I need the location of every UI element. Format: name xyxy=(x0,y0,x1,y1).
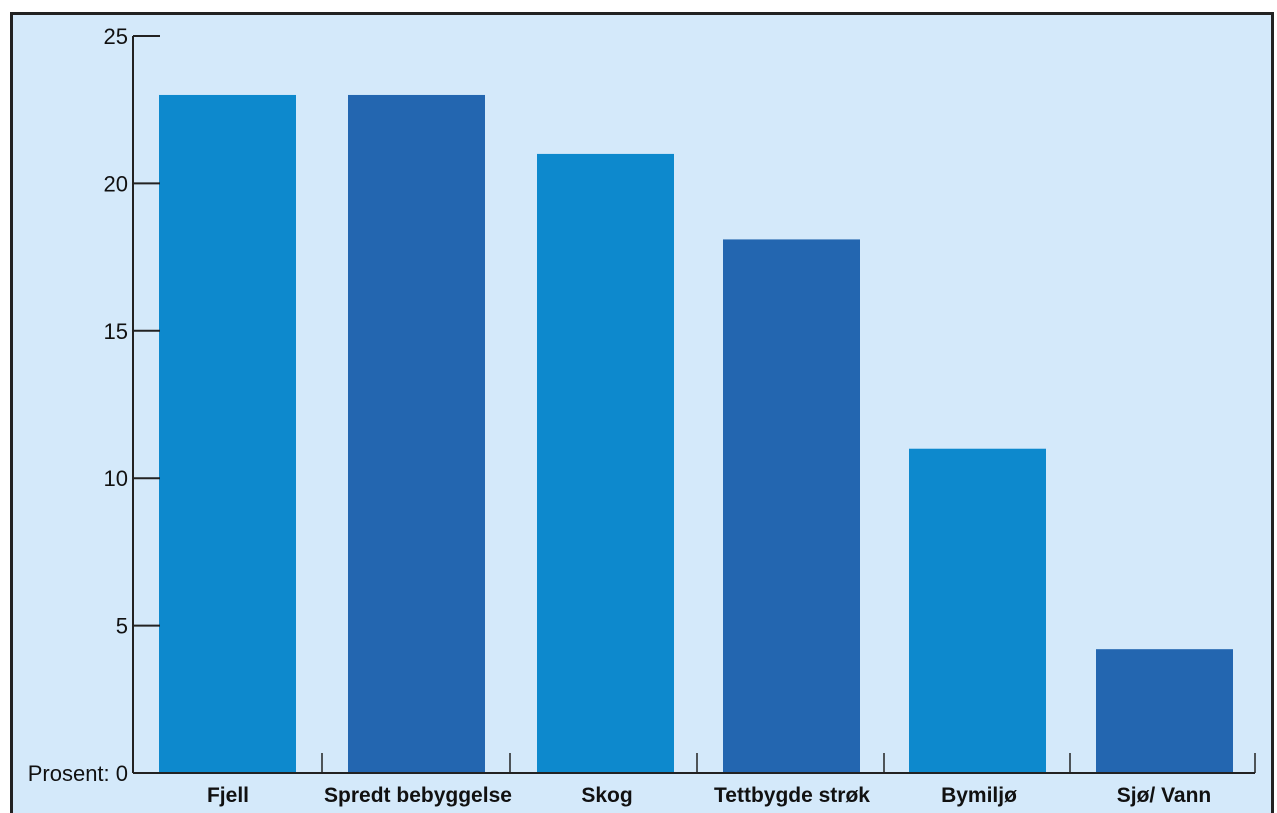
bar-bymilj- xyxy=(909,448,1046,773)
y-tick-label-0: Prosent: 0 xyxy=(28,761,128,786)
x-tick-label-sj-vann: Sjø/ Vann xyxy=(1117,784,1212,807)
y-tick-label-25: 25 xyxy=(104,24,128,49)
bar-spredt-bebyggelse xyxy=(348,94,485,773)
bar-tettbygde-str-k xyxy=(723,239,860,774)
bar-fjell xyxy=(159,94,296,773)
x-tick-label-tettbygde-str-k: Tettbygde strøk xyxy=(714,784,870,807)
x-tick-label-skog: Skog xyxy=(581,784,632,807)
y-tick-label-20: 20 xyxy=(104,171,128,196)
bar-skog xyxy=(537,153,674,774)
x-tick-label-bymilj-: Bymiljø xyxy=(941,784,1017,807)
x-tick-label-fjell: Fjell xyxy=(207,784,249,807)
y-tick-label-10: 10 xyxy=(104,466,128,491)
x-tick-label-spredt-bebyggelse: Spredt bebyggelse xyxy=(324,784,512,807)
bar-sj-vann xyxy=(1096,649,1233,773)
y-tick-label-15: 15 xyxy=(104,319,128,344)
y-tick-label-5: 5 xyxy=(116,614,128,639)
